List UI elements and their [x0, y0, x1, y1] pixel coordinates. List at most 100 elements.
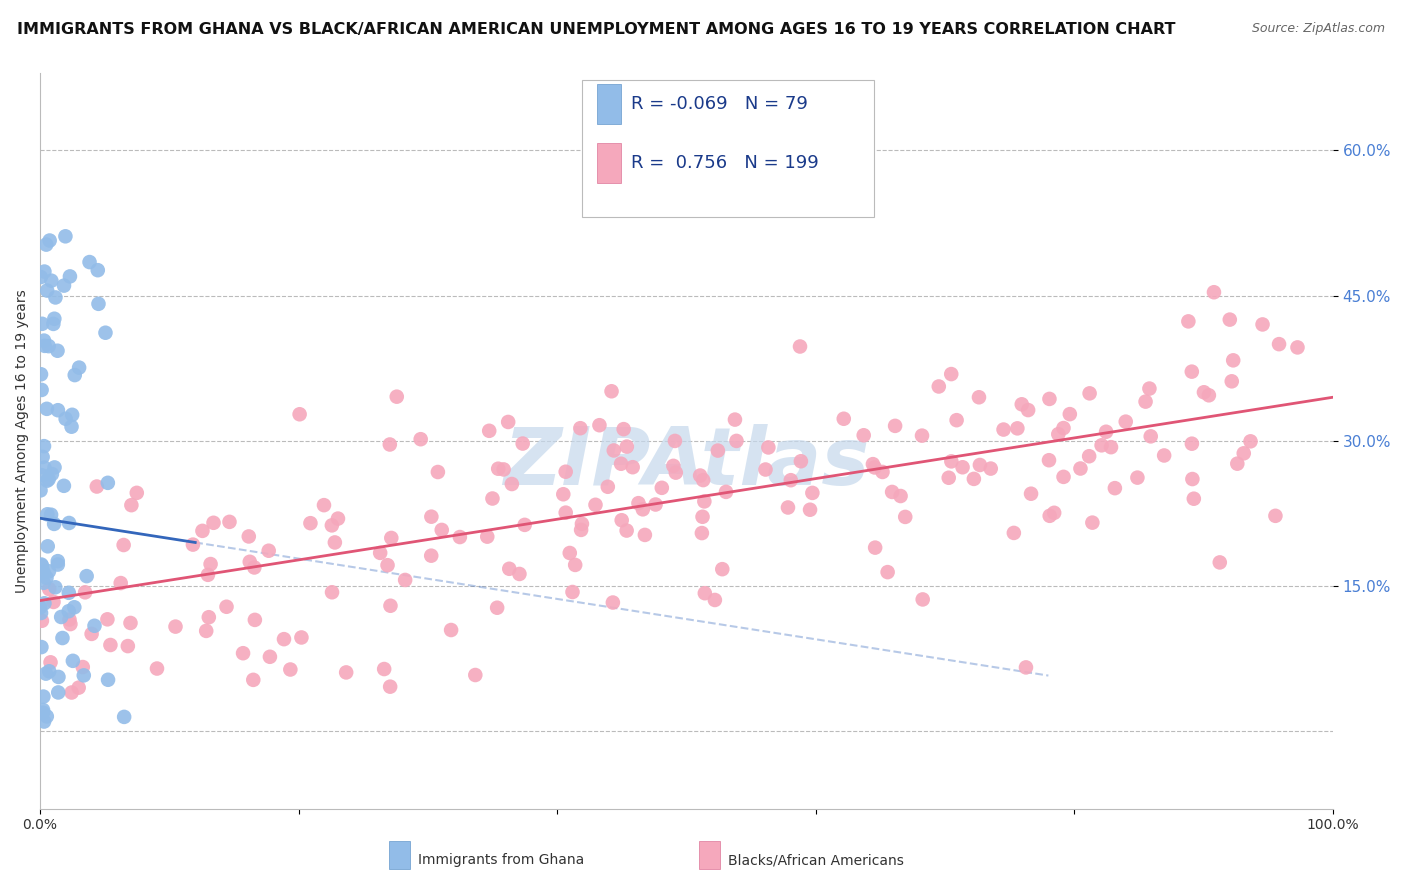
Point — [501, 477, 523, 491]
Point — [38, 472, 60, 486]
Point — [53, 278, 76, 293]
Point — [1038, 453, 1060, 467]
Point — [63, 600, 86, 615]
Point — [58, 516, 80, 530]
Point — [554, 506, 576, 520]
Point — [938, 471, 960, 485]
Point — [380, 531, 402, 545]
Point — [1052, 470, 1074, 484]
Point — [724, 412, 747, 426]
Point — [426, 465, 449, 479]
Point — [44, 290, 66, 304]
Point — [48, 670, 70, 684]
Point — [41, 467, 63, 481]
Point — [41, 274, 63, 288]
Point — [1233, 446, 1256, 460]
Point — [76, 569, 98, 583]
Point — [1202, 285, 1225, 300]
Point — [312, 498, 335, 512]
Point — [1078, 449, 1101, 463]
Point — [273, 632, 295, 647]
Point — [112, 710, 135, 724]
Point — [60, 408, 83, 422]
Point — [513, 517, 536, 532]
Point — [692, 473, 714, 487]
Point — [1099, 440, 1122, 454]
Point — [1043, 506, 1066, 520]
Point — [368, 546, 391, 560]
Point — [32, 575, 55, 590]
Point — [631, 502, 654, 516]
Point — [496, 415, 519, 429]
Point — [464, 668, 486, 682]
Point — [280, 663, 302, 677]
Point — [42, 516, 65, 531]
Point — [420, 509, 443, 524]
Point — [120, 498, 142, 512]
Point — [1219, 312, 1241, 326]
Point — [420, 549, 443, 563]
Point — [928, 379, 950, 393]
Point — [689, 468, 711, 483]
Point — [789, 339, 811, 353]
Point — [662, 458, 685, 473]
Point — [1139, 429, 1161, 443]
Point — [711, 562, 734, 576]
Text: IMMIGRANTS FROM GHANA VS BLACK/AFRICAN AMERICAN UNEMPLOYMENT AMONG AGES 16 TO 19: IMMIGRANTS FROM GHANA VS BLACK/AFRICAN A… — [17, 22, 1175, 37]
Point — [1002, 525, 1025, 540]
Point — [202, 516, 225, 530]
Point — [1177, 314, 1199, 328]
Point — [243, 560, 266, 574]
Point — [191, 524, 214, 538]
Point — [55, 411, 77, 425]
Point — [492, 462, 515, 476]
Point — [1198, 388, 1220, 402]
Point — [1268, 337, 1291, 351]
Point — [30, 483, 52, 498]
Point — [703, 593, 725, 607]
Point — [1126, 470, 1149, 484]
Point — [1047, 427, 1070, 442]
Point — [120, 615, 142, 630]
Point — [378, 437, 401, 451]
Point — [51, 631, 73, 645]
Point — [73, 668, 96, 682]
Point — [67, 681, 90, 695]
Point — [610, 513, 633, 527]
Point — [693, 586, 716, 600]
Point — [980, 461, 1002, 475]
Point — [477, 530, 499, 544]
Point — [862, 457, 884, 471]
Point — [377, 558, 399, 573]
Point — [30, 640, 52, 654]
Point — [512, 436, 534, 450]
Point — [600, 384, 623, 399]
Point — [55, 229, 77, 244]
Point — [603, 443, 626, 458]
Point — [1069, 461, 1091, 475]
Point — [852, 428, 875, 442]
Point — [37, 474, 59, 488]
Point — [569, 421, 592, 435]
Point — [94, 326, 117, 340]
Point — [321, 585, 343, 599]
Point — [51, 610, 73, 624]
Point — [801, 486, 824, 500]
Point — [486, 600, 509, 615]
Point — [37, 539, 59, 553]
Point — [1192, 385, 1215, 400]
Point — [478, 424, 501, 438]
Point — [30, 270, 52, 285]
Point — [44, 580, 66, 594]
Point — [693, 494, 716, 508]
Point — [87, 297, 110, 311]
Point — [832, 411, 855, 425]
Point — [385, 390, 408, 404]
Point — [1135, 394, 1157, 409]
Point — [634, 528, 657, 542]
Point — [197, 567, 219, 582]
Point — [714, 484, 737, 499]
Point — [31, 317, 53, 331]
Point — [872, 465, 894, 479]
Point — [323, 535, 346, 549]
